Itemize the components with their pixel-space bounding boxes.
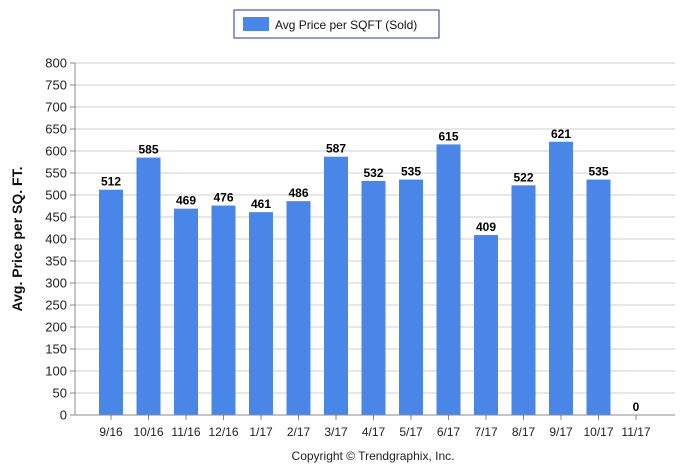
bar bbox=[399, 179, 423, 415]
y-tick-label: 150 bbox=[45, 342, 67, 357]
legend-swatch bbox=[243, 17, 269, 31]
bar bbox=[361, 180, 386, 415]
data-label: 512 bbox=[101, 175, 121, 189]
y-tick-label: 50 bbox=[53, 386, 67, 401]
bar bbox=[436, 144, 461, 415]
y-tick-label: 700 bbox=[45, 100, 67, 115]
bar bbox=[586, 179, 611, 415]
data-label: 522 bbox=[513, 170, 533, 184]
x-tick-label: 8/17 bbox=[512, 425, 536, 439]
data-label: 476 bbox=[213, 191, 233, 205]
data-label: 461 bbox=[251, 197, 271, 211]
data-label: 535 bbox=[401, 165, 421, 179]
x-tick-label: 2/17 bbox=[287, 425, 311, 439]
x-tick-label: 4/17 bbox=[362, 425, 386, 439]
data-label: 621 bbox=[551, 127, 571, 141]
data-label: 587 bbox=[326, 142, 346, 156]
x-axis-ticks: 9/16 10/16 11/16 12/16 1/17 2/17 3/17 4/17 5/17 6… bbox=[99, 415, 651, 439]
bar bbox=[136, 157, 161, 415]
bar bbox=[324, 156, 348, 415]
y-axis-ticks: 0 50 100 150 200 250 300 350 400 450 500 550 600 650 7… bbox=[45, 56, 75, 423]
x-tick-label: 7/17 bbox=[474, 425, 498, 439]
data-labels: 512 585 469 476 461 486 587 532 535 615 409 522 621 5… bbox=[101, 127, 640, 414]
bars bbox=[99, 141, 611, 415]
axes bbox=[74, 63, 675, 416]
bar bbox=[511, 185, 536, 415]
x-tick-label: 11/17 bbox=[621, 425, 650, 439]
x-tick-label: 6/17 bbox=[437, 425, 461, 439]
data-label: 615 bbox=[438, 129, 458, 143]
x-tick-label: 12/16 bbox=[208, 425, 238, 439]
bar bbox=[286, 201, 311, 415]
legend-label: Avg Price per SQFT (Sold) bbox=[275, 18, 417, 32]
y-tick-label: 350 bbox=[45, 254, 67, 269]
data-label: 486 bbox=[288, 186, 308, 200]
bar bbox=[474, 235, 498, 415]
bar bbox=[174, 208, 198, 415]
legend: Avg Price per SQFT (Sold) bbox=[233, 9, 440, 39]
x-tick-label: 10/16 bbox=[133, 425, 163, 439]
y-tick-label: 650 bbox=[45, 122, 67, 137]
data-label: 469 bbox=[176, 194, 196, 208]
y-tick-label: 450 bbox=[45, 210, 67, 225]
y-tick-label: 400 bbox=[45, 232, 67, 247]
y-tick-label: 500 bbox=[45, 188, 67, 203]
data-label: 585 bbox=[138, 143, 158, 157]
data-label: 0 bbox=[633, 400, 640, 414]
bar bbox=[249, 212, 273, 415]
y-axis-title: Avg. Price per SQ. FT. bbox=[9, 167, 25, 312]
y-tick-label: 750 bbox=[45, 78, 67, 93]
y-tick-label: 600 bbox=[45, 144, 67, 159]
copyright-text: Copyright © Trendgraphix, Inc. bbox=[292, 449, 455, 463]
x-tick-label: 10/17 bbox=[583, 425, 613, 439]
x-tick-label: 11/16 bbox=[171, 425, 200, 439]
x-tick-label: 5/17 bbox=[399, 425, 423, 439]
x-tick-label: 9/17 bbox=[549, 425, 573, 439]
data-label: 409 bbox=[476, 220, 496, 234]
data-label: 532 bbox=[363, 166, 383, 180]
x-tick-label: 9/16 bbox=[99, 425, 123, 439]
y-tick-label: 250 bbox=[45, 298, 67, 313]
data-label: 535 bbox=[588, 165, 608, 179]
bar bbox=[99, 189, 123, 415]
y-tick-label: 550 bbox=[45, 166, 67, 181]
y-tick-label: 0 bbox=[60, 408, 67, 423]
y-tick-label: 100 bbox=[45, 364, 67, 379]
x-tick-label: 3/17 bbox=[324, 425, 348, 439]
y-tick-label: 800 bbox=[45, 56, 67, 71]
x-tick-label: 1/17 bbox=[249, 425, 273, 439]
y-tick-label: 200 bbox=[45, 320, 67, 335]
bar bbox=[549, 141, 573, 415]
bar bbox=[211, 205, 236, 415]
y-tick-label: 300 bbox=[45, 276, 67, 291]
